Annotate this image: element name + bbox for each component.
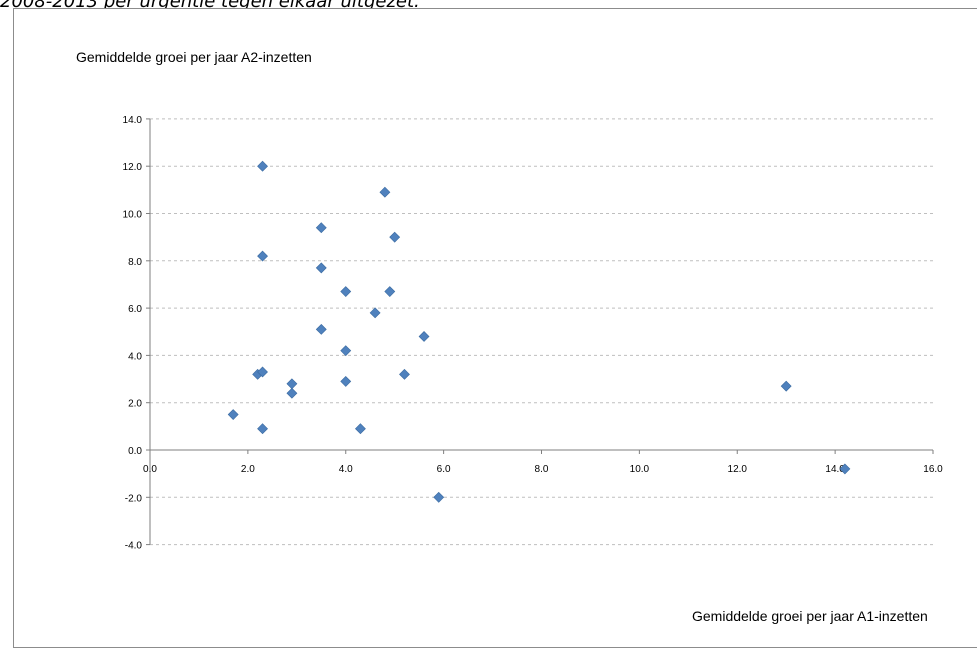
- x-tick-label: 6.0: [437, 464, 451, 475]
- data-point: [780, 380, 792, 392]
- axis-layer: [146, 118, 934, 546]
- data-point: [340, 345, 352, 357]
- data-point: [257, 250, 268, 262]
- y-tick-label: 6.0: [128, 304, 142, 315]
- grid-layer: [150, 118, 933, 546]
- x-tick-label: 10.0: [630, 464, 650, 475]
- y-tick-label: 2.0: [128, 399, 142, 410]
- chart-frame: 14.0 12.0 10.0 8.0 6.0 4.0 2.0 0.0 -2.0 -4.0 0.0 2.…: [13, 8, 977, 648]
- data-point: [257, 423, 268, 435]
- data-point: [384, 286, 396, 297]
- x-tick-label: 12.0: [728, 464, 748, 475]
- data-point: [389, 231, 401, 243]
- data-point: [257, 366, 268, 378]
- data-point: [839, 463, 851, 475]
- data-point: [257, 160, 268, 172]
- y-tick-label: 0.0: [128, 446, 142, 457]
- data-point: [369, 307, 381, 319]
- data-point: [315, 222, 327, 234]
- x-tick-label: 16.0: [923, 464, 943, 475]
- y-tick-label: -4.0: [125, 541, 143, 552]
- data-point: [286, 378, 298, 390]
- data-point: [340, 375, 352, 387]
- tick-layer: 14.0 12.0 10.0 8.0 6.0 4.0 2.0 0.0 -2.0 -4.0 0.0 2.…: [123, 115, 944, 552]
- data-point: [340, 286, 352, 297]
- y-tick-label: 10.0: [123, 210, 143, 221]
- y-axis-label: Gemiddelde groei per jaar A2-inzetten: [76, 49, 312, 65]
- x-tick-label: 14.0: [825, 464, 845, 475]
- data-point: [355, 423, 366, 435]
- data-point: [418, 331, 430, 342]
- data-point: [399, 368, 410, 380]
- scatter-chart: 14.0 12.0 10.0 8.0 6.0 4.0 2.0 0.0 -2.0 -4.0 0.0 2.…: [76, 49, 944, 624]
- data-point: [315, 262, 327, 274]
- y-tick-label: 12.0: [123, 162, 143, 173]
- data-point: [227, 409, 239, 420]
- x-tick-label: 0.0: [143, 464, 157, 475]
- x-axis-label: Gemiddelde groei per jaar A1-inzetten: [692, 608, 928, 624]
- y-tick-label: 14.0: [123, 115, 143, 126]
- data-point: [379, 186, 391, 198]
- data-point: [315, 323, 327, 335]
- data-point: [286, 387, 298, 399]
- x-tick-label: 2.0: [241, 464, 255, 475]
- point-layer: [227, 160, 851, 503]
- x-tick-label: 8.0: [535, 464, 549, 475]
- data-point: [433, 491, 445, 503]
- x-tick-label: 4.0: [339, 464, 353, 475]
- y-tick-label: 4.0: [128, 351, 142, 362]
- y-tick-label: 8.0: [128, 257, 142, 268]
- y-tick-label: -2.0: [125, 493, 143, 504]
